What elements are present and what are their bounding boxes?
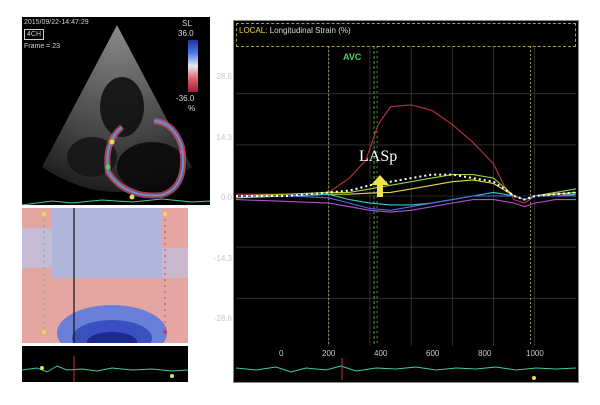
xtick-label: 400 <box>374 349 388 358</box>
strain-chart-panel: LOCAL: Longitudinal Strain (%) <box>233 20 579 383</box>
avc-label: AVC <box>343 52 362 62</box>
colorbar-max: 36.0 <box>178 29 194 38</box>
view-badge: 4CH <box>24 29 45 40</box>
frame-label: Frame = 23 <box>24 43 60 50</box>
echo-panel: 2015/09/22-14:47:29 4CH Frame = 23 SL 36… <box>22 17 210 205</box>
strain-map-panel <box>22 208 188 343</box>
xtick-label: 200 <box>322 349 336 358</box>
colorbar-min: -36.0 <box>176 94 195 103</box>
strain-title: Longitudinal Strain (%) <box>269 26 351 35</box>
up-arrow-icon <box>371 175 389 197</box>
ytick-label: 28.6 <box>216 72 232 81</box>
chart-header <box>236 23 576 47</box>
colorbar-title: SL <box>182 19 192 28</box>
xtick-label: 800 <box>478 349 492 358</box>
ytick-label: -28.6 <box>213 314 232 323</box>
lasp-annotation: LASp <box>359 148 398 165</box>
xtick-label: 600 <box>426 349 440 358</box>
local-label: LOCAL: <box>239 26 268 35</box>
ecg-trace-left <box>21 356 189 382</box>
colorbar-unit: % <box>188 104 196 113</box>
xtick-label: 1000 <box>526 349 544 358</box>
strain-map-image <box>22 208 188 343</box>
ytick-label: 14.3 <box>216 133 232 142</box>
xtick-label: 0 <box>279 349 284 358</box>
chart-title: LOCAL: Longitudinal Strain (%) <box>239 26 351 35</box>
timestamp-label: 2015/09/22-14:47:29 <box>24 19 89 26</box>
ecg-strip-left <box>21 346 189 382</box>
ytick-label: 0.0 <box>220 193 232 202</box>
ytick-label: -14.3 <box>213 254 232 263</box>
colorbar <box>188 40 198 92</box>
echo-image <box>22 25 210 205</box>
ecg-strip-right <box>235 358 577 380</box>
ecg-trace-right <box>235 358 577 380</box>
